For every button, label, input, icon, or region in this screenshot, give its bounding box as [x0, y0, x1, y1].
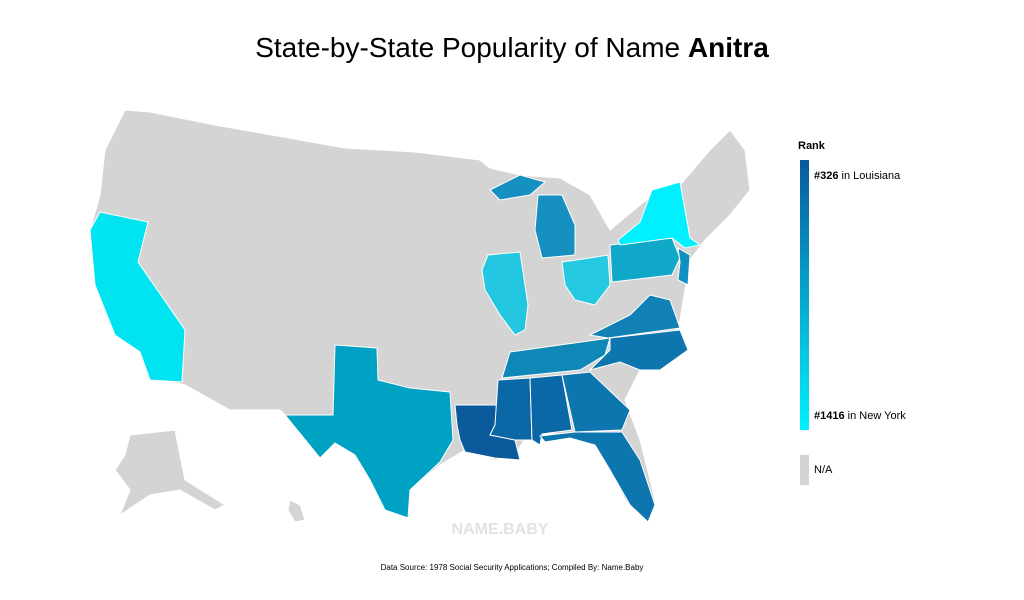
- state: [588, 329, 689, 371]
- legend-low: #1416 in New York: [814, 410, 906, 422]
- legend-low-text: in New York: [848, 410, 907, 422]
- title: State-by-State Popularity of Name Anitra: [255, 32, 769, 63]
- source: Data Source: 1978 Social Security Applic…: [381, 563, 644, 572]
- legend-high-text: in Louisiana: [842, 170, 902, 182]
- legend-na: N/A: [814, 464, 833, 476]
- state: [539, 431, 656, 523]
- state: [89, 211, 186, 383]
- legend: Rank #326 in Louisiana #1416 in New York…: [798, 140, 906, 485]
- legend-low-rank: #1416: [814, 410, 845, 422]
- state: [677, 247, 691, 286]
- state: [489, 174, 547, 201]
- state: [534, 194, 576, 259]
- state: [561, 254, 611, 306]
- legend-high-rank: #326: [814, 170, 838, 182]
- legend-gradient: [800, 160, 809, 430]
- title-prefix: State-by-State Popularity of Name: [255, 32, 680, 63]
- watermark: NAME.BABY: [452, 521, 549, 538]
- state: [283, 344, 454, 519]
- hawaii: [287, 499, 306, 523]
- us-map: [89, 109, 751, 523]
- legend-title: Rank: [798, 140, 826, 152]
- legend-na-swatch: [800, 455, 809, 485]
- title-name: Anitra: [688, 32, 769, 63]
- state: [481, 251, 529, 336]
- state: [501, 337, 611, 379]
- state: [588, 294, 681, 339]
- legend-high: #326 in Louisiana: [814, 170, 901, 182]
- alaska: [114, 429, 227, 517]
- state: [561, 371, 631, 433]
- state: [617, 181, 702, 249]
